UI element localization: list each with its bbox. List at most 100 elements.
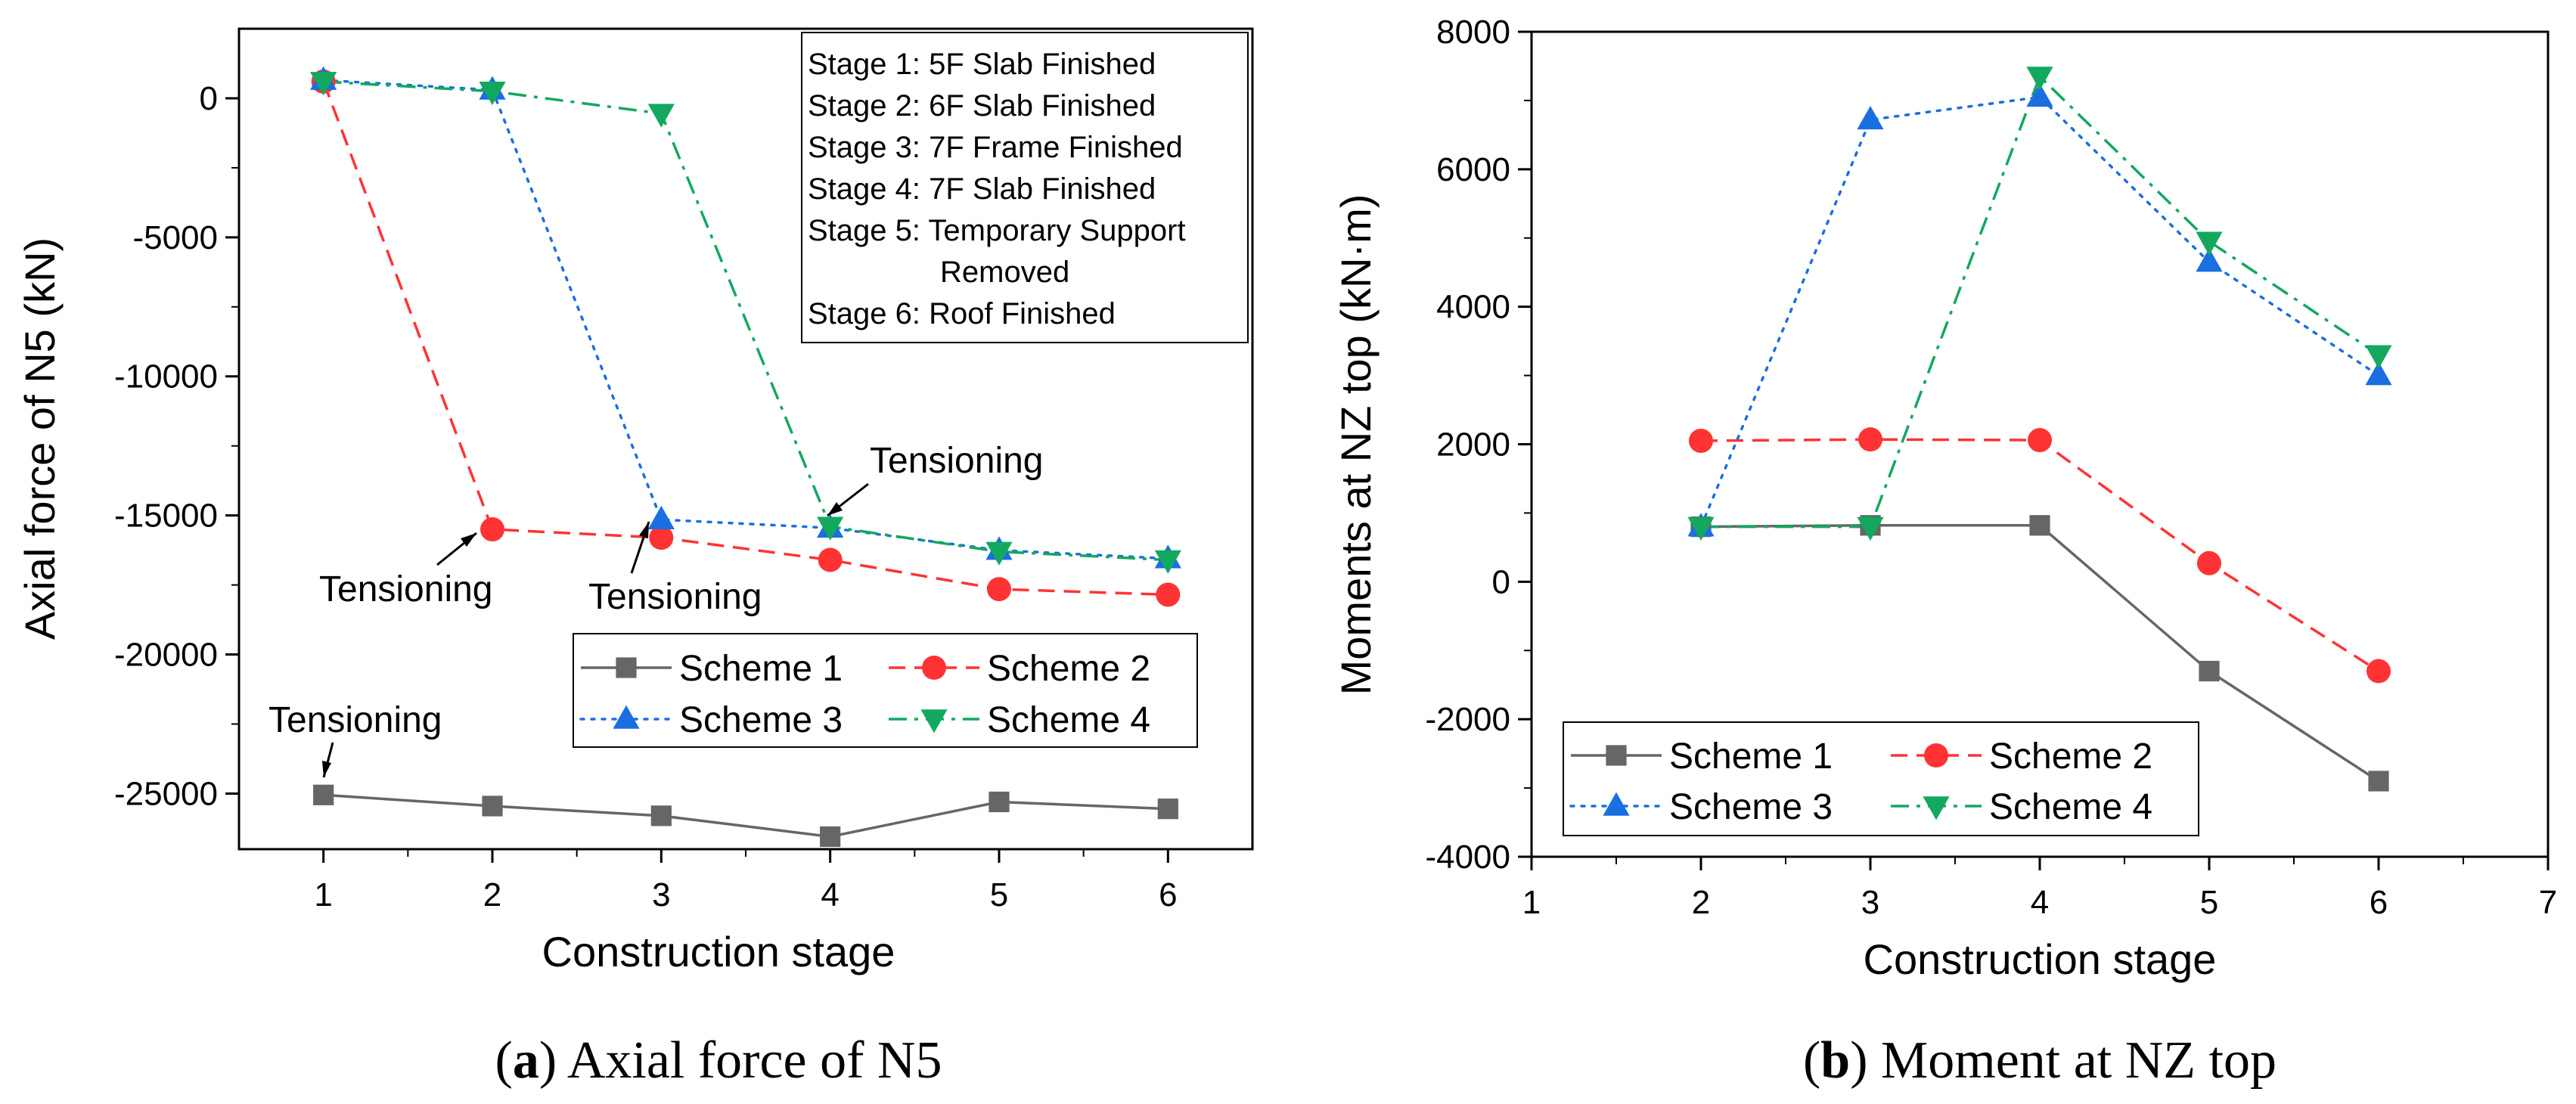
x-tick-label: 2: [1692, 884, 1710, 921]
panel-a-y-axis-title: Axial force of N5 (kN): [16, 237, 64, 640]
panel-b-legend-frame: [1563, 721, 2199, 836]
legend-marker-2: [1924, 743, 1948, 768]
series-4-point: [647, 104, 675, 128]
arrowhead-icon: [827, 502, 843, 516]
x-tick-label: 4: [2031, 884, 2049, 921]
tensioning-label-stage3: Tensioning: [588, 577, 762, 617]
legend-marker-3: [1603, 792, 1630, 816]
x-tick-label: 3: [1861, 884, 1879, 921]
stage-notes-box: Stage 1: 5F Slab Finished Stage 2: 6F Sl…: [801, 32, 1249, 343]
stage-note-3: Stage 3: 7F Frame Finished: [808, 131, 1183, 164]
stage-note-6: Stage 6: Roof Finished: [808, 297, 1116, 330]
series-line-2: [1700, 438, 2379, 673]
x-tick-label: 5: [990, 876, 1008, 913]
legend-marker-1: [616, 657, 637, 678]
legend-label-4: Scheme 4: [987, 700, 1150, 740]
y-tick-label: -25000: [114, 775, 218, 812]
series-2-point: [818, 547, 843, 572]
panel-a-chart: 1 2 3 4 5 6 0 -5000 -10000 -15000 -20000 -25000 Sta…: [16, 27, 1254, 1090]
series-4-point: [2365, 345, 2392, 369]
series-line-4: [1701, 73, 2379, 529]
x-tick-label: 7: [2539, 884, 2557, 921]
series-4-point: [817, 516, 844, 541]
legend-label-4: Scheme 4: [1989, 787, 2152, 827]
stage-notes-frame: [801, 32, 1249, 343]
series-1-point: [2029, 515, 2050, 536]
y-tick-label: -2000: [1425, 701, 1510, 738]
x-tick-label: 6: [2370, 884, 2388, 921]
series-4-point: [479, 81, 506, 106]
legend-marker-1: [1606, 745, 1627, 766]
series-1-point: [989, 791, 1010, 813]
panel-b-y-axis-title: Moments at NZ top (kN·m): [1332, 194, 1380, 696]
legend-label-2: Scheme 2: [1989, 737, 2152, 777]
series-2-point: [1156, 582, 1181, 607]
panel-b-legend-entries: Scheme 1 Scheme 2 Scheme 3 Scheme 4: [1569, 737, 2152, 827]
panel-a-caption: (a) Axial force of N5: [495, 1031, 942, 1090]
series-2-point: [2367, 659, 2391, 684]
legend-marker-4: [1923, 796, 1950, 820]
series-line-3: [1699, 95, 2380, 529]
stage-note-1: Stage 1: 5F Slab Finished: [808, 48, 1156, 81]
series-1-point: [482, 795, 503, 817]
tensioning-annotations: Tensioning Tensioning Tensioning Tension…: [268, 441, 1044, 778]
panel-a-points: [310, 66, 1181, 848]
panel-b-legend: Scheme 1 Scheme 2 Scheme 3 Scheme 4: [1563, 721, 2199, 836]
y-tick-label: 6000: [1436, 151, 1510, 188]
series-line-2: [322, 81, 1169, 597]
x-tick-label: 2: [483, 876, 501, 913]
arrowhead-icon: [461, 533, 476, 547]
arrowhead-icon: [322, 761, 331, 777]
panel-a-caption-text: Axial force of N5: [567, 1031, 942, 1090]
stage-note-4: Stage 4: 7F Slab Finished: [808, 172, 1156, 206]
panel-a-legend-entries: Scheme 1 Scheme 2 Scheme 3 Scheme 4: [579, 649, 1150, 740]
legend-label-3: Scheme 3: [1669, 787, 1833, 827]
series-4-point: [1857, 516, 1884, 541]
series-2-point: [480, 517, 504, 542]
series-1-point: [313, 784, 334, 805]
series-1-point: [2199, 660, 2220, 682]
x-tick-label: 6: [1159, 876, 1177, 913]
series-line-1: [323, 793, 1169, 839]
panel-b-caption: (b) Moment at NZ top: [1803, 1031, 2277, 1090]
panel-b-x-axis-title: Construction stage: [1864, 935, 2217, 983]
panel-a-ticks: 1 2 3 4 5 6 0 -5000 -10000 -15000 -20000 -25000: [114, 80, 1178, 913]
x-tick-label: 3: [652, 876, 670, 913]
series-3-point: [2365, 361, 2392, 386]
series-3-point: [647, 505, 675, 529]
panel-b-ticks: 1 2 3 4 5 6 7 8000 6000 4000 2000 0 -2000 -4000: [1425, 14, 2557, 921]
y-tick-label: 2000: [1436, 426, 1510, 464]
series-2-point: [649, 526, 674, 550]
y-tick-label: 4000: [1436, 289, 1510, 326]
series-2-point: [1858, 427, 1882, 452]
panel-b-caption-text: Moment at NZ top: [1881, 1031, 2277, 1090]
series-4-point: [310, 72, 337, 96]
legend-label-3: Scheme 3: [679, 700, 843, 740]
y-tick-label: -20000: [114, 637, 218, 674]
tensioning-label-stage2: Tensioning: [319, 569, 493, 609]
y-tick-label: 0: [200, 80, 218, 117]
series-3-point: [1857, 105, 1884, 130]
y-tick-label: 0: [1492, 563, 1510, 600]
series-1-point: [820, 826, 841, 848]
series-2-point: [987, 577, 1011, 602]
stage-note-5: Stage 5: Temporary Support: [808, 214, 1186, 247]
stage-note-5-cont: Removed: [940, 256, 1069, 289]
y-tick-label: -5000: [132, 219, 218, 256]
series-1-point: [650, 805, 672, 826]
legend-marker-2: [922, 656, 946, 680]
x-tick-label: 1: [1522, 884, 1541, 921]
series-line-3: [321, 79, 1170, 560]
series-4-point: [985, 541, 1013, 566]
legend-label-2: Scheme 2: [987, 649, 1150, 689]
series-4-point: [1687, 516, 1715, 541]
series-3-point: [2196, 248, 2223, 272]
arrowhead-icon: [639, 522, 649, 538]
series-line-4: [323, 80, 1169, 562]
legend-label-1: Scheme 1: [1669, 737, 1833, 777]
legend-marker-3: [613, 705, 640, 729]
tensioning-label-stage1: Tensioning: [268, 700, 442, 740]
y-tick-label: -10000: [114, 358, 218, 395]
panel-b-chart: 1 2 3 4 5 6 7 8000 6000 4000 2000 0 -2000 -4000 Schem…: [1332, 14, 2557, 1090]
x-tick-label: 4: [821, 876, 839, 913]
